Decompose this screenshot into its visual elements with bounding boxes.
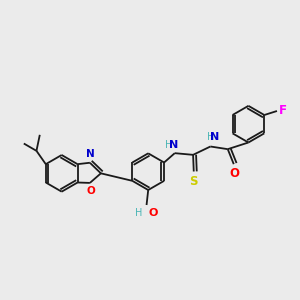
Text: N: N (85, 149, 94, 159)
Text: S: S (189, 175, 197, 188)
Text: O: O (86, 186, 95, 196)
Text: H: H (165, 140, 172, 151)
Text: H: H (135, 208, 142, 218)
Text: H: H (207, 133, 215, 142)
Text: O: O (229, 167, 239, 181)
Text: F: F (279, 104, 287, 118)
Text: N: N (169, 140, 178, 151)
Text: N: N (211, 133, 220, 142)
Text: O: O (148, 208, 158, 218)
